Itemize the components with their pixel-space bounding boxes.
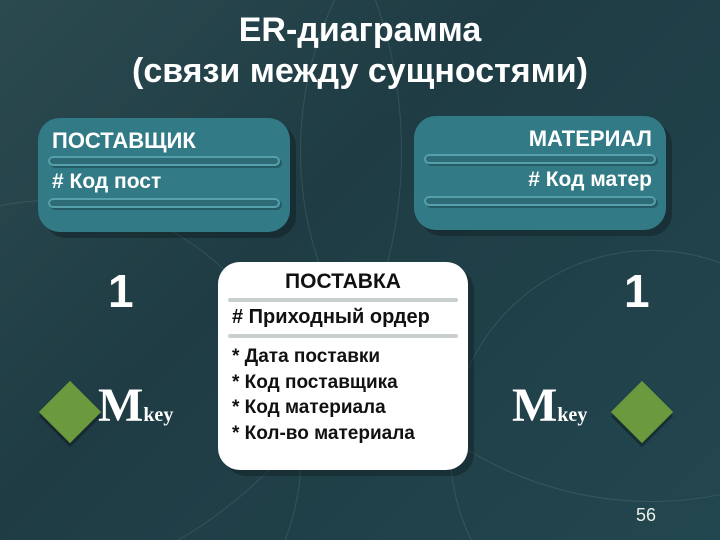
entity-supplier: ПОСТАВЩИК # Код пост: [38, 118, 290, 232]
entity-delivery-attrs: * Дата поставки * Код поставщика * Код м…: [232, 344, 415, 447]
entity-material: МАТЕРИАЛ # Код матер: [414, 116, 666, 230]
stripe: [48, 156, 280, 166]
many-sub: key: [143, 404, 173, 426]
many-sub: key: [557, 404, 587, 426]
entity-supplier-title: ПОСТАВЩИК: [52, 128, 196, 154]
entity-supplier-key: # Код пост: [52, 170, 161, 194]
attr: * Кол-во материала: [232, 421, 415, 447]
entity-delivery-key: # Приходный ордер: [232, 306, 430, 329]
entity-delivery: ПОСТАВКА # Приходный ордер * Дата постав…: [218, 262, 468, 470]
stripe: [424, 154, 656, 164]
many-m: М: [512, 379, 557, 432]
cardinality-left-many: Мkey: [98, 382, 173, 430]
page-number: 56: [636, 505, 656, 526]
entity-material-title: МАТЕРИАЛ: [529, 126, 652, 152]
attr: * Дата поставки: [232, 344, 415, 370]
many-m: М: [98, 379, 143, 432]
stripe: [228, 298, 458, 302]
slide: ER-диаграмма (связи между сущностями) ПО…: [0, 0, 720, 540]
stripe: [228, 334, 458, 338]
stripe: [48, 198, 280, 208]
attr: * Код материала: [232, 395, 415, 421]
cardinality-left-one: 1: [108, 268, 134, 314]
stripe: [424, 196, 656, 206]
title-line-1: ER-диаграмма: [0, 10, 720, 51]
attr: * Код поставщика: [232, 370, 415, 396]
cardinality-right-one: 1: [624, 268, 650, 314]
slide-title: ER-диаграмма (связи между сущностями): [0, 10, 720, 92]
title-line-2: (связи между сущностями): [0, 51, 720, 92]
entity-material-key: # Код матер: [528, 168, 652, 192]
cardinality-right-many: Мkey: [512, 382, 587, 430]
entity-delivery-title: ПОСТАВКА: [218, 270, 468, 294]
